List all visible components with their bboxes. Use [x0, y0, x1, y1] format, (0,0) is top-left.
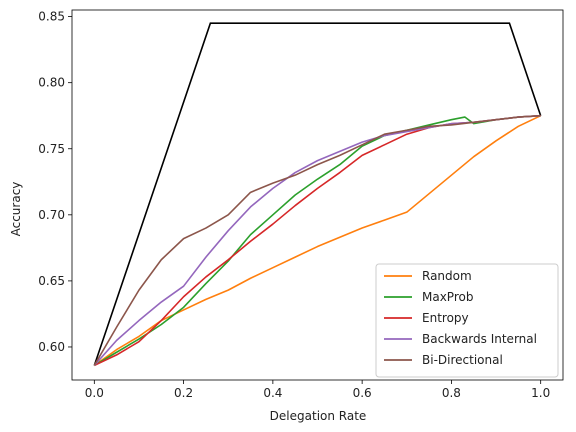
x-tick-label: 0.8 [442, 386, 461, 400]
y-axis: 0.60 0.65 0.70 0.75 0.80 0.85 [38, 10, 72, 354]
x-tick-label: 0.6 [353, 386, 372, 400]
legend-entry-4: Bi-Directional [422, 353, 503, 367]
x-tick-label: 0.4 [263, 386, 282, 400]
x-tick-label: 1.0 [531, 386, 550, 400]
y-tick-label: 0.80 [38, 76, 65, 90]
y-tick-label: 0.85 [38, 10, 65, 24]
axes-frame [71, 9, 564, 381]
x-tick-label: 0.2 [174, 386, 193, 400]
x-axis: 0.0 0.2 0.4 0.6 0.8 1.0 [85, 380, 550, 400]
y-tick-label: 0.70 [38, 208, 65, 222]
x-axis-label: Delegation Rate [270, 409, 367, 423]
series-line-1 [93, 114, 541, 367]
plot-area [71, 9, 564, 381]
y-tick-label: 0.75 [38, 142, 65, 156]
x-tick-label: 0.0 [85, 386, 104, 400]
y-tick-label: 0.65 [38, 274, 65, 288]
legend-entry-1: MaxProb [422, 290, 473, 304]
oracle-line [93, 22, 542, 366]
y-tick-label: 0.60 [38, 340, 65, 354]
legend-entry-0: Random [422, 269, 472, 283]
y-axis-label: Accuracy [9, 182, 23, 237]
series-line-4 [93, 114, 541, 366]
legend-entry-3: Backwards Internal [422, 332, 537, 346]
legend-box [375, 263, 559, 378]
legend-entry-2: Entropy [422, 311, 469, 325]
series-line-0 [93, 114, 542, 367]
legend: Random MaxProb Entropy Backwards Internal Bi… [375, 263, 559, 378]
